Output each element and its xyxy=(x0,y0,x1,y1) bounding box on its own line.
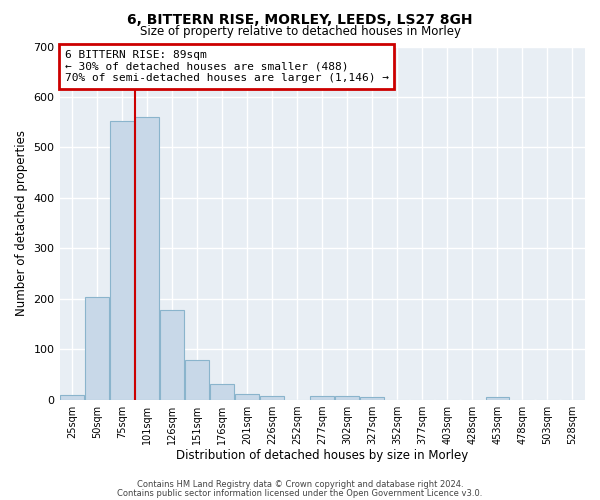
Text: Size of property relative to detached houses in Morley: Size of property relative to detached ho… xyxy=(139,25,461,38)
Bar xyxy=(85,297,109,400)
Y-axis label: Number of detached properties: Number of detached properties xyxy=(15,130,28,316)
Bar xyxy=(310,396,334,400)
Text: Contains HM Land Registry data © Crown copyright and database right 2024.: Contains HM Land Registry data © Crown c… xyxy=(137,480,463,489)
Bar xyxy=(210,384,234,400)
X-axis label: Distribution of detached houses by size in Morley: Distribution of detached houses by size … xyxy=(176,450,469,462)
Text: Contains public sector information licensed under the Open Government Licence v3: Contains public sector information licen… xyxy=(118,488,482,498)
Text: 6, BITTERN RISE, MORLEY, LEEDS, LS27 8GH: 6, BITTERN RISE, MORLEY, LEEDS, LS27 8GH xyxy=(127,12,473,26)
Bar xyxy=(361,397,384,400)
Bar xyxy=(260,396,284,400)
Bar xyxy=(135,117,159,400)
Bar xyxy=(160,310,184,400)
Bar xyxy=(110,121,134,400)
Bar xyxy=(235,394,259,400)
Bar xyxy=(485,397,509,400)
Bar xyxy=(185,360,209,400)
Bar xyxy=(335,396,359,400)
Bar xyxy=(60,394,84,400)
Text: 6 BITTERN RISE: 89sqm
← 30% of detached houses are smaller (488)
70% of semi-det: 6 BITTERN RISE: 89sqm ← 30% of detached … xyxy=(65,50,389,83)
